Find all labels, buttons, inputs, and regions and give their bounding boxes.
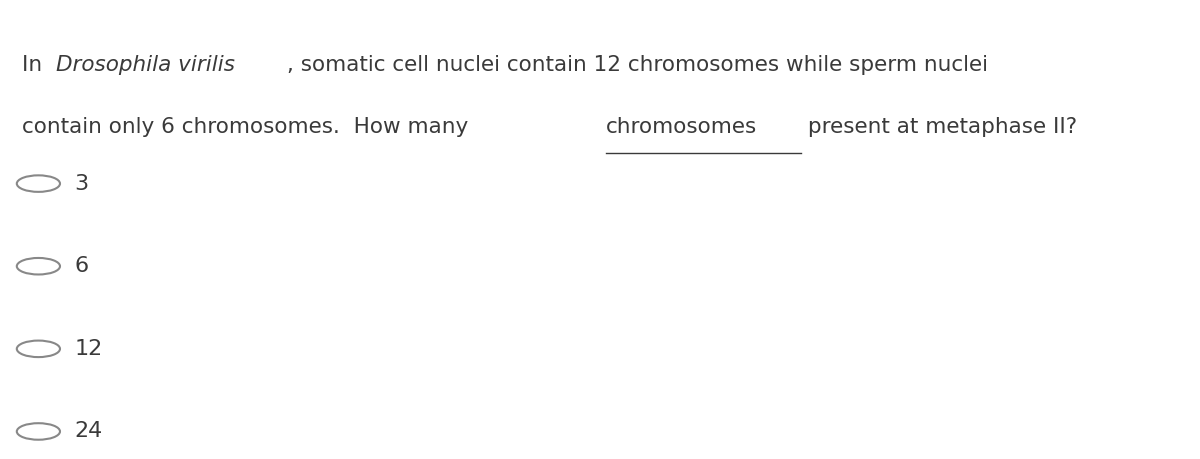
Text: 24: 24 bbox=[74, 421, 103, 442]
Text: 12: 12 bbox=[74, 339, 103, 359]
Text: present at metaphase II?: present at metaphase II? bbox=[802, 117, 1078, 137]
Text: chromosomes: chromosomes bbox=[606, 117, 757, 137]
Text: Drosophila virilis: Drosophila virilis bbox=[56, 55, 235, 75]
Text: , somatic cell nuclei contain 12 chromosomes while sperm nuclei: , somatic cell nuclei contain 12 chromos… bbox=[288, 55, 989, 75]
Text: In: In bbox=[22, 55, 48, 75]
Text: 3: 3 bbox=[74, 174, 89, 194]
Text: contain only 6 chromosomes.  How many: contain only 6 chromosomes. How many bbox=[22, 117, 475, 137]
Text: 6: 6 bbox=[74, 256, 89, 276]
